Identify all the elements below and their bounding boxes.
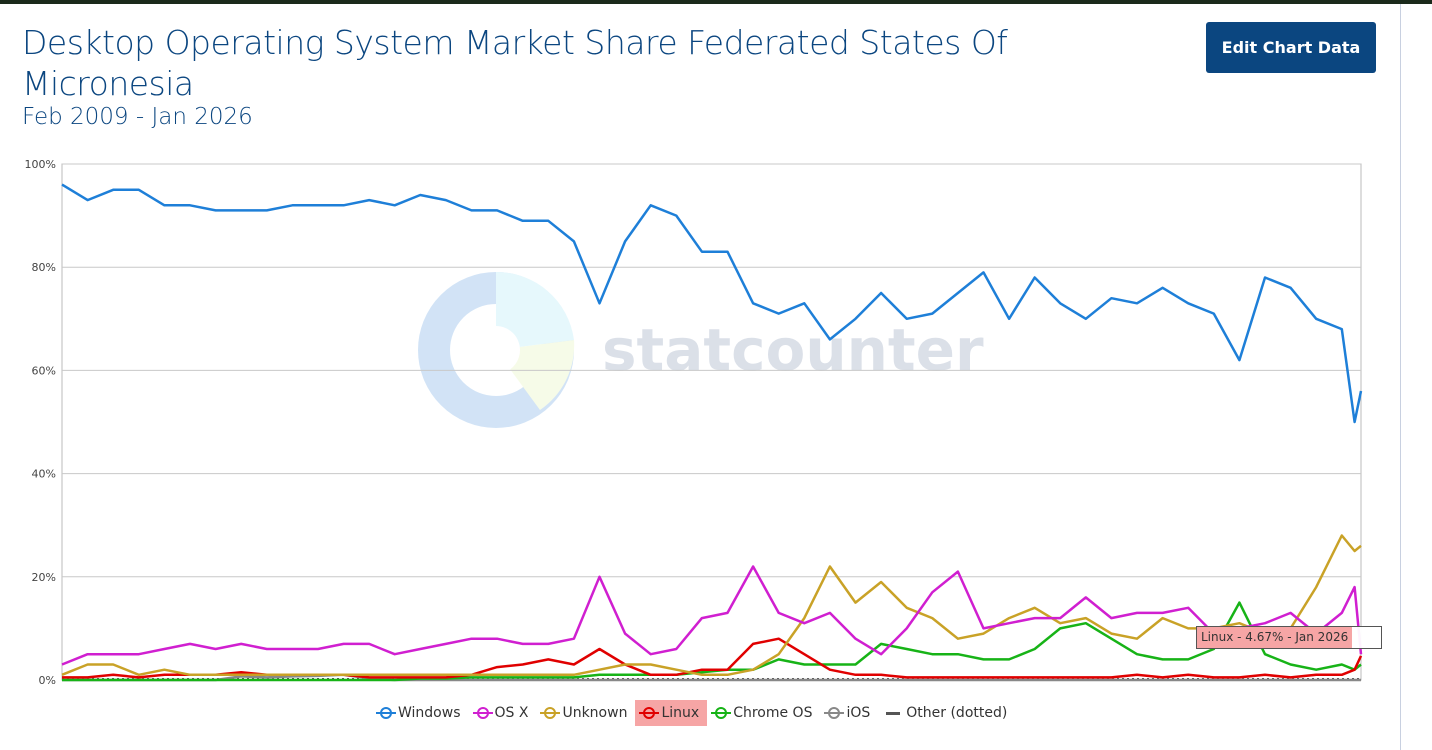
legend: Windows OS X Unknown Linux Chrome OS iOS… bbox=[372, 700, 1015, 726]
legend-item-windows[interactable]: Windows bbox=[372, 700, 469, 726]
series-line-os-x[interactable] bbox=[61, 565, 1363, 666]
panel-divider bbox=[1400, 4, 1401, 750]
y-tick-label: 20% bbox=[32, 571, 56, 584]
legend-label: Other (dotted) bbox=[906, 705, 1008, 721]
legend-label: Chrome OS bbox=[733, 705, 813, 721]
windows-marker-icon bbox=[376, 707, 396, 719]
tooltip-text: Linux - 4.67% - Jan 2026 bbox=[1197, 627, 1353, 648]
y-tick-label: 60% bbox=[32, 364, 56, 377]
y-tick-label: 40% bbox=[32, 468, 56, 481]
legend-item-other[interactable]: Other (dotted) bbox=[878, 700, 1015, 726]
ios-marker-icon bbox=[824, 707, 845, 719]
page-title: Desktop Operating System Market Share Fe… bbox=[22, 23, 1008, 103]
statcounter-watermark: statcounter bbox=[418, 271, 984, 428]
legend-item-chrome-os[interactable]: Chrome OS bbox=[707, 700, 820, 726]
legend-item-ios[interactable]: iOS bbox=[820, 700, 878, 726]
series-line-windows[interactable] bbox=[61, 183, 1363, 424]
tooltip: Linux - 4.67% - Jan 2026 bbox=[1196, 626, 1382, 649]
linux-marker-icon bbox=[639, 707, 660, 719]
y-tick-label: 0% bbox=[39, 674, 56, 687]
legend-label: Linux bbox=[661, 705, 700, 721]
legend-item-unknown[interactable]: Unknown bbox=[536, 700, 635, 726]
unknown-marker-icon bbox=[540, 707, 561, 719]
other-line-icon bbox=[886, 711, 901, 715]
series-line-unknown[interactable] bbox=[61, 534, 1362, 677]
y-tick-label: 100% bbox=[25, 158, 56, 171]
legend-item-linux[interactable]: Linux bbox=[635, 700, 708, 726]
legend-label: Windows bbox=[398, 705, 461, 721]
watermark-text: statcounter bbox=[602, 316, 984, 384]
osx-marker-icon bbox=[472, 707, 493, 719]
watermark-logo-icon bbox=[418, 272, 574, 428]
window-top-bar bbox=[0, 0, 1432, 4]
legend-item-osx[interactable]: OS X bbox=[469, 700, 537, 726]
chrome-os-marker-icon bbox=[711, 707, 732, 719]
plot-area bbox=[61, 163, 1362, 681]
edit-chart-data-button[interactable]: Edit Chart Data bbox=[1206, 22, 1376, 73]
line-chart: statcounter 0% 20% 40% 60% 80% 100% bbox=[25, 158, 1363, 687]
series-line-chrome-os[interactable] bbox=[62, 601, 1362, 682]
date-range: Feb 2009 - Jan 2026 bbox=[22, 104, 253, 130]
legend-label: Unknown bbox=[562, 705, 628, 721]
legend-label: iOS bbox=[846, 705, 871, 721]
series-line-ios[interactable] bbox=[62, 673, 1361, 682]
legend-label: OS X bbox=[494, 705, 529, 721]
y-tick-label: 80% bbox=[32, 261, 56, 274]
